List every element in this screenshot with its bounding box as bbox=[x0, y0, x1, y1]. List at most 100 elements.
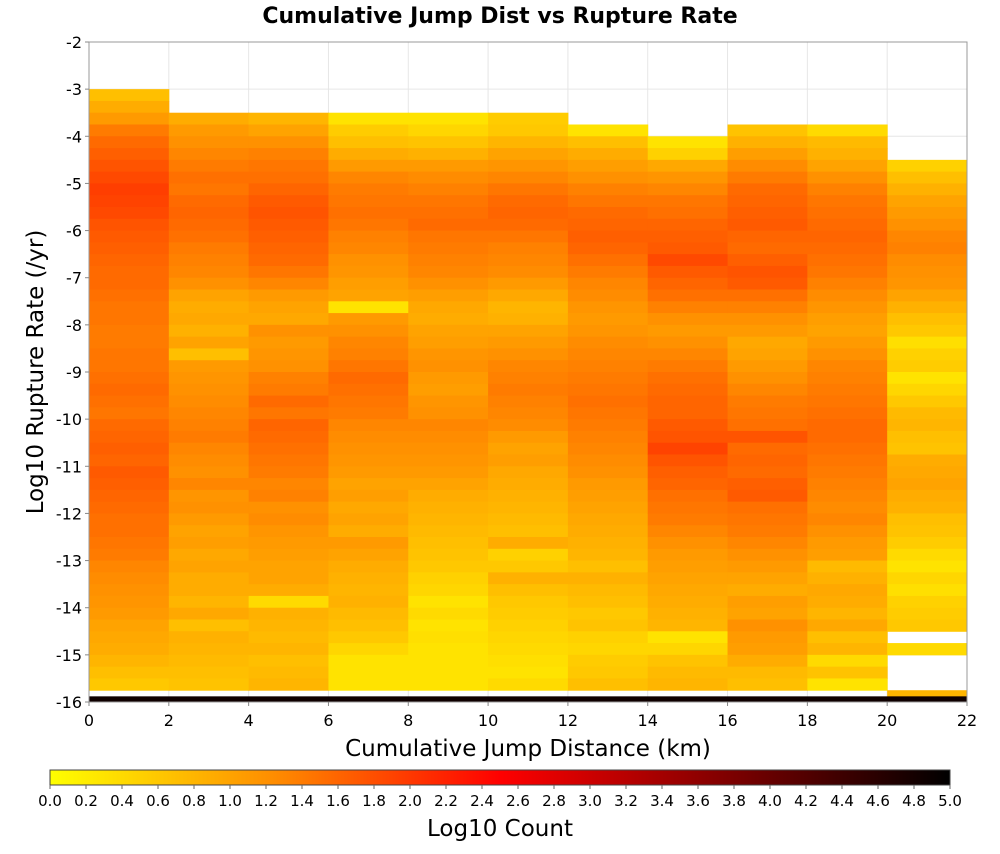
heatmap-cell bbox=[647, 572, 729, 585]
heatmap-cell bbox=[807, 478, 888, 491]
heatmap-cell bbox=[168, 195, 250, 208]
heatmap-cell bbox=[89, 242, 170, 255]
heatmap-cell bbox=[567, 643, 649, 656]
x-tick-label: 0 bbox=[84, 711, 94, 730]
heatmap-cell bbox=[89, 383, 170, 397]
heatmap-cell bbox=[408, 430, 489, 444]
heatmap-cell bbox=[567, 489, 649, 503]
heatmap-cell bbox=[488, 513, 569, 526]
heatmap-cell bbox=[408, 360, 489, 373]
heatmap-cell bbox=[168, 560, 250, 573]
heatmap-cell bbox=[567, 466, 649, 479]
heatmap-cell bbox=[89, 183, 170, 196]
heatmap-cell bbox=[727, 560, 808, 573]
heatmap-cell bbox=[248, 666, 329, 679]
heatmap-cell bbox=[887, 372, 968, 385]
y-tick-label: -13 bbox=[56, 552, 82, 571]
heatmap-cell bbox=[647, 654, 729, 668]
heatmap-cell bbox=[408, 466, 489, 479]
heatmap-cell bbox=[647, 678, 729, 691]
heatmap-cell bbox=[727, 372, 808, 385]
heatmap-cell bbox=[807, 501, 888, 514]
heatmap-cell bbox=[89, 666, 170, 679]
heatmap-cell bbox=[647, 348, 729, 361]
heatmap-cell bbox=[89, 560, 170, 573]
heatmap-cell bbox=[647, 666, 729, 679]
heatmap-cell bbox=[647, 607, 729, 620]
heatmap-cell bbox=[647, 466, 729, 479]
heatmap-cell bbox=[647, 430, 729, 444]
heatmap-cell bbox=[89, 336, 170, 349]
heatmap-cell bbox=[567, 595, 649, 609]
heatmap-cell bbox=[488, 230, 569, 243]
heatmap-cell bbox=[168, 501, 250, 514]
heatmap-cell bbox=[567, 301, 649, 314]
heatmap-cell bbox=[89, 595, 170, 609]
heatmap-cell bbox=[807, 430, 888, 444]
heatmap-cell bbox=[328, 607, 409, 620]
y-tick-label: -15 bbox=[56, 646, 82, 665]
heatmap-cell bbox=[647, 631, 729, 644]
heatmap-cell bbox=[807, 631, 888, 644]
heatmap-cell bbox=[567, 195, 649, 208]
y-tick-label: -3 bbox=[66, 80, 82, 99]
heatmap-cell bbox=[488, 254, 569, 267]
heatmap-cell bbox=[248, 383, 329, 397]
heatmap-cell bbox=[647, 537, 729, 550]
heatmap-cell bbox=[647, 383, 729, 397]
chart-title: Cumulative Jump Dist vs Rupture Rate bbox=[262, 4, 737, 29]
heatmap-cell bbox=[727, 171, 808, 184]
heatmap-cell bbox=[89, 324, 170, 338]
heatmap-cell bbox=[488, 595, 569, 609]
heatmap-cell bbox=[488, 112, 569, 125]
y-tick-label: -7 bbox=[66, 269, 82, 288]
colorbar-tick-label: 0.4 bbox=[110, 792, 134, 810]
heatmap-cell bbox=[807, 183, 888, 196]
colorbar bbox=[49, 769, 951, 786]
colorbar-tick-label: 1.4 bbox=[290, 792, 314, 810]
heatmap-cell bbox=[248, 348, 329, 361]
heatmap-cell bbox=[887, 430, 968, 444]
heatmap-cell bbox=[89, 313, 170, 326]
heatmap-cell bbox=[168, 619, 250, 632]
heatmap-cell bbox=[488, 348, 569, 361]
heatmap-cell bbox=[488, 159, 569, 173]
heatmap-cell bbox=[89, 89, 170, 102]
heatmap-cell bbox=[807, 419, 888, 432]
heatmap-cell bbox=[168, 242, 250, 255]
colorbar-tick-label: 1.2 bbox=[254, 792, 278, 810]
heatmap-cell bbox=[567, 454, 649, 467]
heatmap-cell bbox=[328, 148, 409, 161]
heatmap-cell bbox=[567, 360, 649, 373]
heatmap-cell bbox=[727, 454, 808, 467]
heatmap-cell bbox=[168, 207, 250, 220]
heatmap-cell bbox=[408, 537, 489, 550]
heatmap-cell bbox=[807, 136, 888, 149]
heatmap-cell bbox=[647, 265, 729, 279]
heatmap-cell bbox=[408, 666, 489, 679]
heatmap-cell bbox=[488, 560, 569, 573]
y-tick-label: -12 bbox=[56, 504, 82, 523]
heatmap-cell bbox=[408, 230, 489, 243]
x-tick-label: 10 bbox=[478, 711, 498, 730]
heatmap-cell bbox=[168, 254, 250, 267]
heatmap-cell bbox=[488, 195, 569, 208]
heatmap-cell bbox=[328, 619, 409, 632]
heatmap-cell bbox=[567, 148, 649, 161]
heatmap-cell bbox=[168, 678, 250, 691]
heatmap-cell bbox=[89, 407, 170, 420]
heatmap-cell bbox=[89, 159, 170, 173]
heatmap-cell bbox=[168, 478, 250, 491]
heatmap-cell bbox=[807, 654, 888, 668]
heatmap-cell bbox=[488, 501, 569, 514]
heatmap-cell bbox=[248, 159, 329, 173]
heatmap-cell bbox=[168, 654, 250, 668]
heatmap-cell bbox=[168, 324, 250, 338]
heatmap-cell bbox=[248, 112, 329, 125]
heatmap-cell bbox=[488, 419, 569, 432]
heatmap-cell bbox=[248, 218, 329, 232]
x-tick-label: 12 bbox=[558, 711, 578, 730]
y-tick-label: -4 bbox=[66, 127, 82, 146]
heatmap-cell bbox=[408, 289, 489, 302]
heatmap-cell bbox=[408, 277, 489, 290]
